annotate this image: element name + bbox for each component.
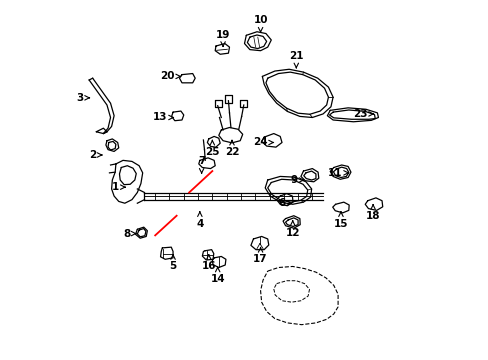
Text: 20: 20 (160, 71, 175, 81)
Text: 17: 17 (253, 254, 267, 264)
Text: 25: 25 (204, 147, 219, 157)
Text: 13: 13 (153, 112, 167, 122)
Text: 14: 14 (210, 274, 224, 284)
Text: 3: 3 (76, 93, 83, 103)
Text: 19: 19 (215, 30, 230, 40)
Text: 8: 8 (122, 229, 130, 239)
Text: 2: 2 (89, 150, 96, 160)
Text: 9: 9 (290, 175, 298, 185)
Text: 18: 18 (365, 211, 380, 221)
Text: 6: 6 (278, 198, 285, 208)
Text: 15: 15 (333, 219, 347, 229)
Text: 1: 1 (112, 182, 119, 192)
Text: 4: 4 (196, 219, 203, 229)
Text: 16: 16 (201, 261, 216, 271)
Text: 23: 23 (352, 109, 367, 119)
Text: 24: 24 (253, 138, 267, 148)
Text: 11: 11 (327, 168, 342, 178)
Text: 12: 12 (285, 228, 299, 238)
Text: 10: 10 (253, 15, 267, 25)
Text: 7: 7 (198, 157, 205, 166)
Text: 5: 5 (169, 261, 176, 271)
Text: 21: 21 (288, 51, 303, 61)
Text: 22: 22 (224, 147, 239, 157)
